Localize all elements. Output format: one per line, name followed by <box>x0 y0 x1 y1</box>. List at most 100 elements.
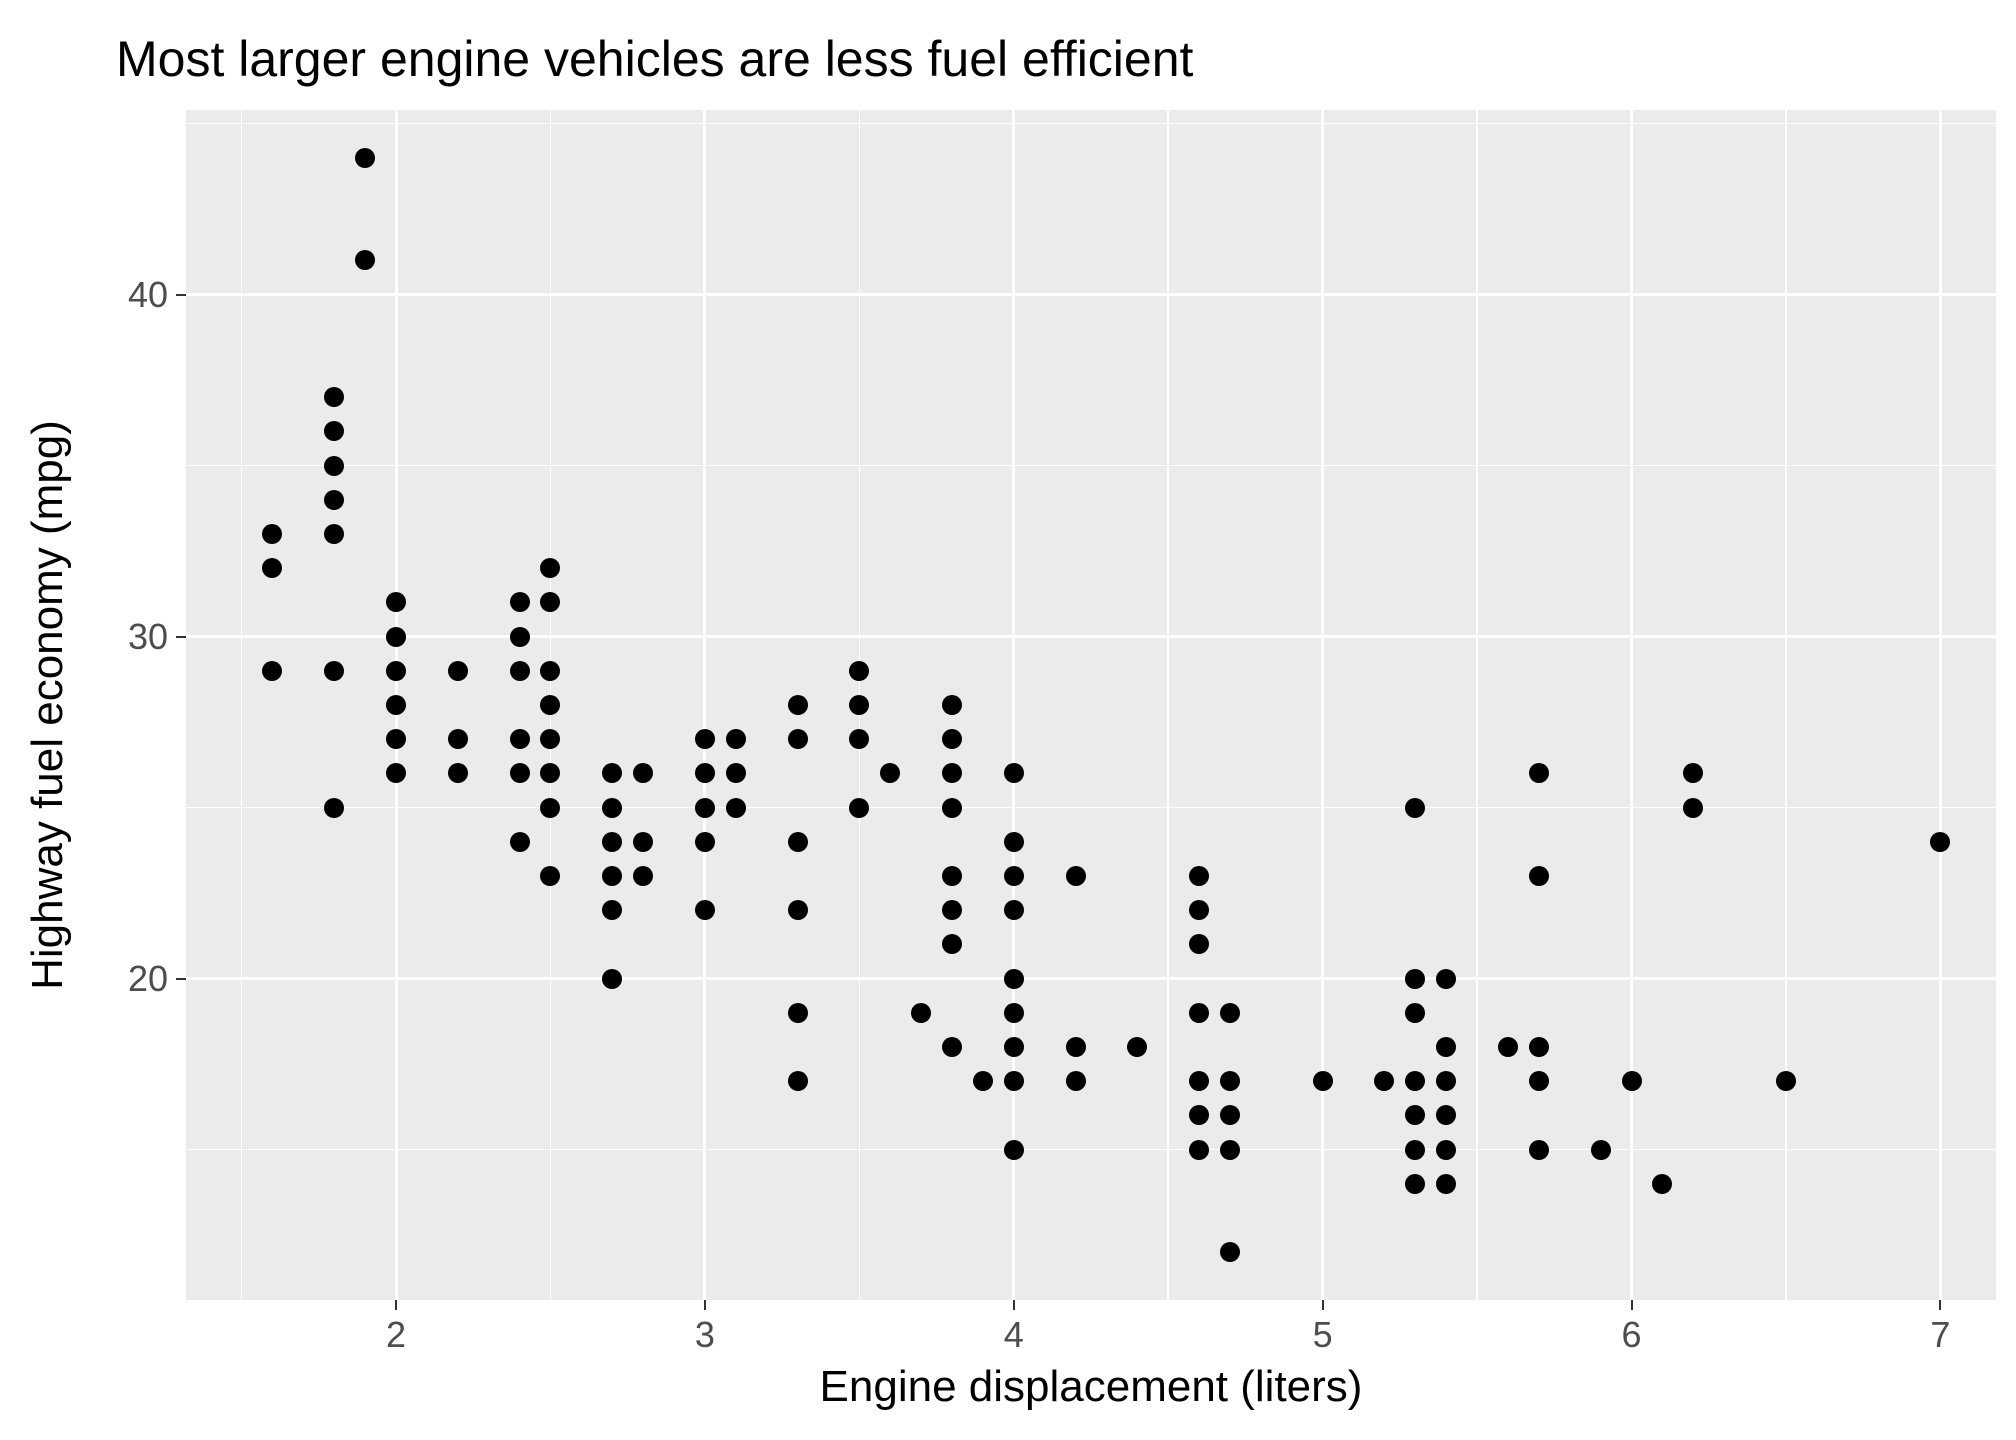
data-point <box>540 558 560 578</box>
data-point <box>1405 1140 1425 1160</box>
data-point <box>540 695 560 715</box>
data-point <box>1436 1037 1456 1057</box>
data-point <box>324 524 344 544</box>
y-axis-title: Highway fuel economy (mpg) <box>23 420 73 990</box>
grid-h-minor <box>186 123 1996 125</box>
x-axis-title: Engine displacement (liters) <box>820 1362 1363 1412</box>
x-tick-mark <box>395 1300 397 1310</box>
data-point <box>602 798 622 818</box>
data-point <box>1529 1037 1549 1057</box>
data-point <box>1529 1071 1549 1091</box>
data-point <box>695 832 715 852</box>
data-point <box>788 1071 808 1091</box>
data-point <box>1220 1071 1240 1091</box>
data-point <box>695 798 715 818</box>
grid-v-minor <box>241 110 243 1300</box>
data-point <box>942 798 962 818</box>
x-tick-mark <box>1939 1300 1941 1310</box>
data-point <box>1436 1174 1456 1194</box>
data-point <box>1004 832 1024 852</box>
data-point <box>1498 1037 1518 1057</box>
data-point <box>695 729 715 749</box>
y-tick-label: 40 <box>128 274 168 316</box>
data-point <box>1220 1003 1240 1023</box>
data-point <box>1189 1140 1209 1160</box>
data-point <box>510 832 530 852</box>
data-point <box>1436 1071 1456 1091</box>
x-tick-label: 3 <box>695 1314 715 1356</box>
data-point <box>1652 1174 1672 1194</box>
data-point <box>324 798 344 818</box>
grid-h-major <box>186 977 1996 980</box>
data-point <box>942 695 962 715</box>
data-point <box>1405 798 1425 818</box>
grid-v-major <box>1012 110 1015 1300</box>
data-point <box>788 832 808 852</box>
data-point <box>602 832 622 852</box>
data-point <box>1220 1140 1240 1160</box>
data-point <box>355 148 375 168</box>
data-point <box>788 900 808 920</box>
x-tick-label: 6 <box>1622 1314 1642 1356</box>
data-point <box>1004 969 1024 989</box>
data-point <box>1004 763 1024 783</box>
data-point <box>911 1003 931 1023</box>
data-point <box>386 729 406 749</box>
grid-h-minor <box>186 1149 1996 1151</box>
data-point <box>788 729 808 749</box>
data-point <box>726 763 746 783</box>
data-point <box>1405 1105 1425 1125</box>
y-tick-mark <box>176 636 186 638</box>
data-point <box>1004 900 1024 920</box>
data-point <box>695 763 715 783</box>
data-point <box>1189 900 1209 920</box>
data-point <box>1066 1071 1086 1091</box>
data-point <box>1683 763 1703 783</box>
plot-panel <box>186 110 1996 1300</box>
data-point <box>1004 1071 1024 1091</box>
data-point <box>324 387 344 407</box>
data-point <box>510 661 530 681</box>
data-point <box>1189 1003 1209 1023</box>
data-point <box>1683 798 1703 818</box>
data-point <box>942 729 962 749</box>
data-point <box>602 969 622 989</box>
scatter-chart: Most larger engine vehicles are less fue… <box>0 0 2016 1440</box>
data-point <box>973 1071 993 1091</box>
data-point <box>849 661 869 681</box>
data-point <box>448 661 468 681</box>
data-point <box>1622 1071 1642 1091</box>
data-point <box>510 763 530 783</box>
data-point <box>386 661 406 681</box>
data-point <box>386 695 406 715</box>
data-point <box>1066 1037 1086 1057</box>
grid-h-major <box>186 293 1996 296</box>
data-point <box>1004 866 1024 886</box>
x-tick-mark <box>704 1300 706 1310</box>
grid-v-minor <box>1167 110 1169 1300</box>
data-point <box>1776 1071 1796 1091</box>
data-point <box>324 456 344 476</box>
data-point <box>1591 1140 1611 1160</box>
data-point <box>448 763 468 783</box>
y-tick-label: 30 <box>128 616 168 658</box>
data-point <box>1189 866 1209 886</box>
data-point <box>1004 1003 1024 1023</box>
data-point <box>1436 969 1456 989</box>
grid-h-major <box>186 635 1996 638</box>
chart-title: Most larger engine vehicles are less fue… <box>116 30 1193 88</box>
data-point <box>695 900 715 920</box>
data-point <box>633 866 653 886</box>
data-point <box>448 729 468 749</box>
data-point <box>602 763 622 783</box>
data-point <box>1529 866 1549 886</box>
data-point <box>1066 866 1086 886</box>
data-point <box>1004 1140 1024 1160</box>
data-point <box>540 661 560 681</box>
data-point <box>788 695 808 715</box>
data-point <box>1436 1140 1456 1160</box>
data-point <box>262 524 282 544</box>
data-point <box>1127 1037 1147 1057</box>
data-point <box>1529 763 1549 783</box>
x-tick-mark <box>1631 1300 1633 1310</box>
